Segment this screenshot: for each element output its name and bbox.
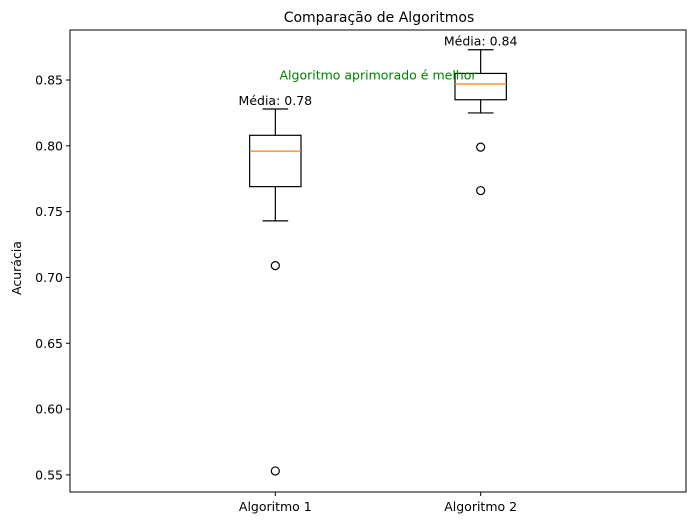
outlier-point <box>270 261 280 271</box>
x-tick-label: Algoritmo 2 <box>444 499 517 514</box>
y-tick-label: 0.55 <box>35 467 63 482</box>
annotations: Algoritmo aprimorado é melhor <box>279 67 477 82</box>
boxplot-1: Média: 0.78 <box>239 93 313 476</box>
chart-title: Comparação de Algoritmos <box>284 10 475 26</box>
outlier-point <box>476 185 486 196</box>
x-axis-ticks: Algoritmo 1 Algoritmo 2 <box>239 492 517 514</box>
x-tick-label: Algoritmo 1 <box>239 499 312 514</box>
y-tick-label: 0.60 <box>35 402 63 417</box>
y-tick-label: 0.75 <box>35 204 63 219</box>
y-axis-ticks: 0.55 0.60 0.65 0.70 0.75 0.80 0.85 <box>35 73 70 482</box>
box-iqr <box>454 72 507 101</box>
y-tick-label: 0.80 <box>35 138 63 153</box>
boxplot-2: Média: 0.84 <box>444 34 518 196</box>
box-iqr <box>249 134 302 188</box>
plot-frame <box>69 29 687 493</box>
y-tick-label: 0.85 <box>35 73 63 88</box>
y-tick-label: 0.70 <box>35 270 63 285</box>
mean-label: Média: 0.84 <box>444 34 518 49</box>
annotation-text: Algoritmo aprimorado é melhor <box>279 67 477 82</box>
mean-label: Média: 0.78 <box>239 93 313 108</box>
outlier-point <box>476 142 486 152</box>
y-tick-label: 0.65 <box>35 336 63 351</box>
outlier-point <box>270 466 280 476</box>
y-axis-label: Acurácia <box>9 241 24 295</box>
boxplots: Média: 0.78 Média: 0.84 <box>239 34 518 476</box>
